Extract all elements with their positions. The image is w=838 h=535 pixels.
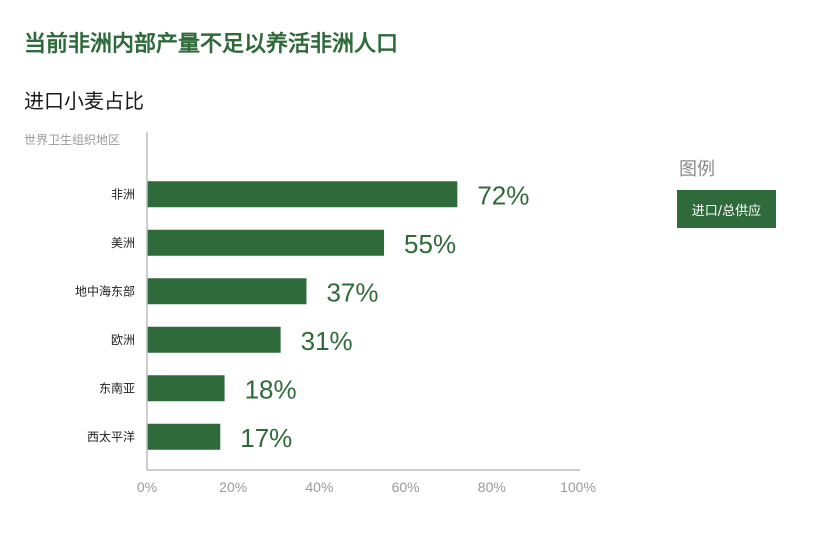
value-label: 72%	[477, 180, 529, 210]
category-label: 欧洲	[111, 333, 135, 347]
value-label: 31%	[301, 326, 353, 356]
value-label: 17%	[240, 423, 292, 453]
chart-title: 当前非洲内部产量不足以养活非洲人口	[24, 32, 399, 57]
category-label: 非洲	[111, 187, 135, 201]
bar	[147, 229, 385, 256]
bar	[147, 423, 221, 450]
axes-group	[146, 132, 580, 471]
x-tick-label: 60%	[392, 479, 420, 495]
value-label: 37%	[326, 277, 378, 307]
x-tick-label: 20%	[219, 479, 247, 495]
legend-title: 图例	[679, 159, 715, 180]
bar	[147, 326, 281, 353]
chart-subtitle: 进口小麦占比	[24, 89, 144, 113]
x-tick-labels-group: 0% 20% 40% 60% 80% 100%	[137, 479, 596, 495]
value-labels-group: 72% 55% 37% 31%18% 17%	[240, 180, 529, 453]
bar	[147, 278, 307, 305]
category-label: 东南亚	[99, 380, 135, 395]
category-label: 美洲	[111, 236, 135, 250]
value-label: 55%	[404, 229, 456, 259]
x-tick-label: 80%	[478, 479, 506, 495]
x-tick-label: 0%	[137, 479, 157, 495]
category-label: 西太平洋	[87, 429, 135, 444]
bars-group	[147, 181, 458, 450]
legend-item-imports: 进口/总供应	[677, 190, 776, 228]
value-label: 18%	[245, 374, 297, 404]
bar	[147, 181, 458, 208]
x-tick-label: 100%	[560, 479, 596, 495]
x-tick-label: 40%	[305, 479, 333, 495]
category-axis-header: 世界卫生组织地区	[24, 133, 121, 147]
bar	[147, 375, 225, 402]
category-label: 地中海东部	[75, 283, 135, 298]
